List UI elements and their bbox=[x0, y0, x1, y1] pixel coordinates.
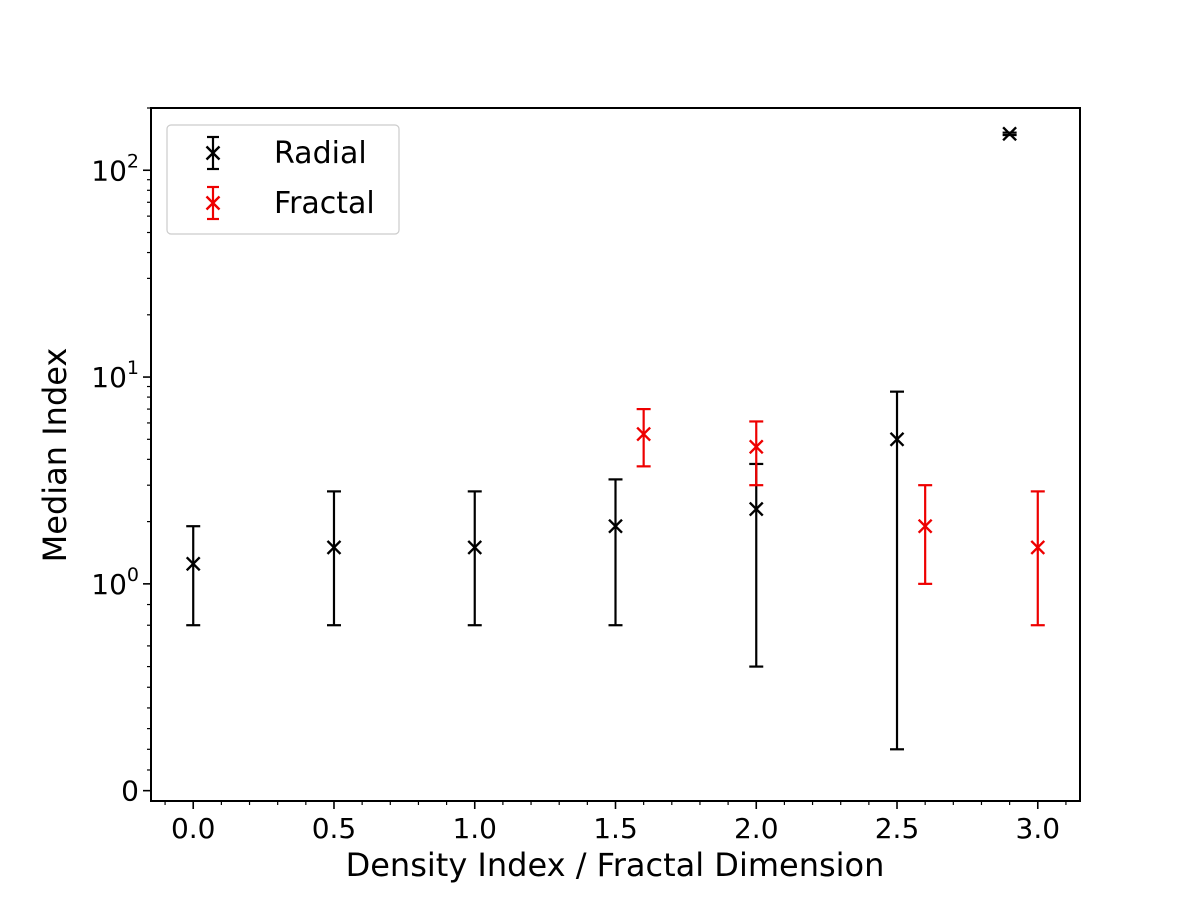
fractal-marker bbox=[636, 426, 651, 442]
fractal-marker bbox=[1030, 540, 1046, 555]
fractal-point bbox=[748, 420, 764, 487]
fractal-point bbox=[917, 484, 933, 585]
fractal-marker bbox=[917, 518, 933, 534]
radial-point bbox=[326, 490, 342, 627]
legend-marker-x bbox=[205, 145, 221, 161]
y-axis-label: Median Index bbox=[36, 348, 74, 563]
x-tick-label: 1.5 bbox=[593, 812, 638, 845]
x-tick-label: 0.0 bbox=[171, 812, 216, 845]
radial-point bbox=[608, 478, 623, 627]
fractal-marker bbox=[748, 439, 764, 455]
legend-label-fractal: Fractal bbox=[274, 186, 375, 221]
fractal-point bbox=[636, 407, 651, 468]
x-tick-label: 2.0 bbox=[734, 812, 779, 845]
y-tick-label: 102 bbox=[91, 150, 139, 187]
legend-box bbox=[166, 124, 400, 235]
radial-marker bbox=[608, 518, 623, 534]
radial-point bbox=[185, 525, 201, 627]
legend-label-radial: Radial bbox=[274, 136, 367, 171]
radial-marker bbox=[748, 501, 764, 517]
radial-point bbox=[889, 390, 905, 751]
x-tick-label: 3.0 bbox=[1016, 812, 1061, 845]
y-tick-label: 101 bbox=[91, 357, 139, 394]
fractal-point bbox=[1030, 490, 1046, 627]
radial-marker bbox=[185, 556, 201, 572]
radial-marker bbox=[326, 540, 342, 555]
radial-point bbox=[467, 490, 483, 627]
radial-marker bbox=[1002, 126, 1017, 142]
legend-marker-x bbox=[205, 195, 221, 211]
x-tick-label: 2.5 bbox=[875, 812, 920, 845]
legend: Radial Fractal bbox=[166, 124, 400, 235]
x-tick-label: 1.0 bbox=[452, 812, 497, 845]
radial-point bbox=[1002, 126, 1017, 142]
y-tick-label: 0 bbox=[121, 775, 139, 808]
plot-frame bbox=[150, 107, 1081, 802]
y-tick-label: 100 bbox=[91, 564, 139, 601]
axes: 0.0 0.5 1.0 1.5 2.0 2.5 3.0 0 100 101 102 bbox=[91, 107, 1081, 845]
radial-marker bbox=[467, 540, 483, 555]
x-tick-label: 0.5 bbox=[312, 812, 357, 845]
legend-entry-radial: Radial bbox=[205, 135, 367, 171]
x-axis-label: Density Index / Fractal Dimension bbox=[346, 846, 885, 884]
radial-marker bbox=[889, 431, 905, 447]
legend-entry-fractal: Fractal bbox=[205, 185, 375, 221]
data-marks bbox=[185, 126, 1046, 751]
